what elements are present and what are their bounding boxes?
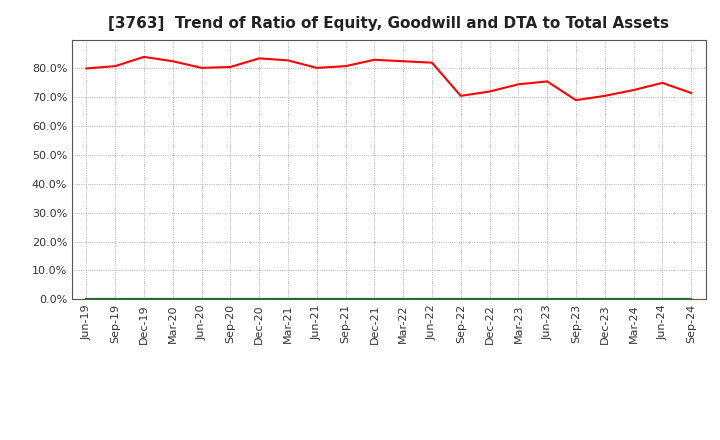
Goodwill [399,297,408,302]
Goodwill [485,297,494,302]
Equity [485,89,494,94]
Equity [312,65,321,70]
Equity [226,64,235,70]
Equity [428,60,436,65]
Deferred Tax Assets [600,297,609,302]
Equity [370,57,379,62]
Deferred Tax Assets [572,297,580,302]
Deferred Tax Assets [168,297,177,302]
Deferred Tax Assets [140,297,148,302]
Equity [197,65,206,70]
Equity [572,98,580,103]
Goodwill [543,297,552,302]
Goodwill [111,297,120,302]
Deferred Tax Assets [399,297,408,302]
Goodwill [629,297,638,302]
Equity [284,58,292,63]
Goodwill [687,297,696,302]
Deferred Tax Assets [687,297,696,302]
Goodwill [370,297,379,302]
Equity [255,56,264,61]
Deferred Tax Assets [428,297,436,302]
Goodwill [658,297,667,302]
Deferred Tax Assets [284,297,292,302]
Goodwill [456,297,465,302]
Deferred Tax Assets [370,297,379,302]
Goodwill [140,297,148,302]
Equity [140,54,148,59]
Deferred Tax Assets [226,297,235,302]
Equity [514,82,523,87]
Deferred Tax Assets [514,297,523,302]
Equity [168,59,177,64]
Deferred Tax Assets [543,297,552,302]
Deferred Tax Assets [629,297,638,302]
Deferred Tax Assets [197,297,206,302]
Equity [456,93,465,99]
Equity [341,63,350,69]
Deferred Tax Assets [82,297,91,302]
Goodwill [514,297,523,302]
Equity [629,88,638,93]
Goodwill [82,297,91,302]
Deferred Tax Assets [456,297,465,302]
Equity [543,79,552,84]
Line: Equity: Equity [86,57,691,100]
Goodwill [600,297,609,302]
Goodwill [197,297,206,302]
Deferred Tax Assets [341,297,350,302]
Goodwill [284,297,292,302]
Deferred Tax Assets [658,297,667,302]
Deferred Tax Assets [111,297,120,302]
Goodwill [255,297,264,302]
Goodwill [341,297,350,302]
Goodwill [168,297,177,302]
Goodwill [312,297,321,302]
Equity [111,63,120,69]
Equity [399,59,408,64]
Equity [600,93,609,99]
Goodwill [572,297,580,302]
Title: [3763]  Trend of Ratio of Equity, Goodwill and DTA to Total Assets: [3763] Trend of Ratio of Equity, Goodwil… [108,16,670,32]
Equity [82,66,91,71]
Goodwill [226,297,235,302]
Goodwill [428,297,436,302]
Deferred Tax Assets [485,297,494,302]
Deferred Tax Assets [312,297,321,302]
Equity [687,90,696,95]
Equity [658,80,667,85]
Deferred Tax Assets [255,297,264,302]
